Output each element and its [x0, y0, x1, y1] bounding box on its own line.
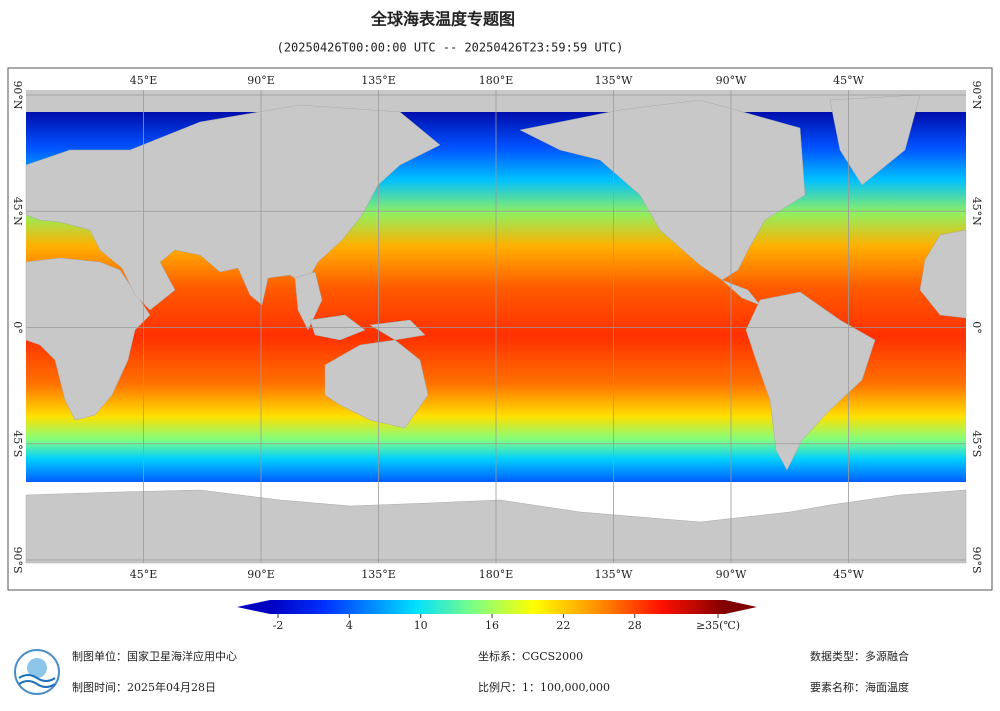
colorbar-bar — [270, 600, 725, 614]
lon-label: 45°E — [130, 74, 158, 87]
subtitle: (20250426T00:00:00 UTC -- 20250426T23:59… — [277, 41, 624, 55]
lon-label: 135°W — [595, 74, 633, 87]
graticule — [26, 90, 966, 563]
lat-label: 45°N — [970, 197, 983, 226]
lon-label: 45°W — [833, 568, 864, 581]
lon-label: 135°E — [361, 568, 396, 581]
lat-label: 90°S — [970, 546, 983, 573]
colorbar-under — [237, 600, 270, 614]
lon-label: 45°E — [130, 568, 158, 581]
colorbar-tick-label: 10 — [414, 619, 428, 632]
land — [919, 229, 967, 319]
footer-crs: 坐标系：CGCS2000 — [478, 649, 583, 663]
lon-label: 180°E — [479, 74, 514, 87]
title: 全球海表温度专题图 — [370, 10, 515, 29]
lat-label: 45°S — [11, 430, 24, 457]
colorbar-tick-label: -2 — [273, 619, 284, 632]
lon-label: 45°W — [833, 74, 864, 87]
colorbar-tick-label: 4 — [346, 619, 353, 632]
map-frame — [7, 67, 993, 591]
colorbar-tick-label: 16 — [485, 619, 499, 632]
lon-label: 180°E — [479, 568, 514, 581]
lon-label: 90°W — [716, 568, 747, 581]
lat-label: 90°S — [11, 546, 24, 573]
lon-label: 90°E — [247, 74, 275, 87]
lon-label: 135°E — [361, 74, 396, 87]
land — [294, 271, 323, 331]
land — [25, 104, 441, 311]
lat-label: 45°S — [970, 430, 983, 457]
logo — [14, 649, 60, 695]
colorbar-tick-label: ≥35(℃) — [696, 619, 740, 632]
footer-element: 要素名称：海面温度 — [810, 680, 909, 694]
lon-label: 90°E — [247, 568, 275, 581]
land — [829, 94, 921, 186]
colorbar-over — [725, 600, 757, 614]
land — [324, 339, 429, 429]
colorbar-tick-label: 22 — [556, 619, 570, 632]
footer-scale: 比例尺：1：100,000,000 — [478, 680, 610, 694]
footer-data-type: 数据类型：多源融合 — [810, 649, 909, 663]
land — [25, 257, 151, 421]
lat-label: 90°N — [970, 80, 983, 109]
land — [369, 319, 426, 341]
axis-labels: 45°E 45°E 90°E 90°E 135°E 135°E 180°E 180°E 135°… — [11, 74, 983, 581]
footer-date: 制图时间：2025年04月28日 — [72, 680, 216, 694]
lat-label: 90°N — [11, 80, 24, 109]
lon-label: 135°W — [595, 568, 633, 581]
lon-label: 90°W — [716, 74, 747, 87]
colorbar-tick-label: 28 — [628, 619, 642, 632]
land — [745, 291, 876, 471]
lat-label: 0° — [11, 321, 24, 334]
colorbar-ticks: -2 4 10 16 22 28 ≥35(℃) — [273, 614, 740, 632]
lat-label: 0° — [970, 321, 983, 334]
colorbar: -2 4 10 16 22 28 ≥35(℃) — [237, 600, 757, 632]
footer-unit: 制图单位：国家卫星海洋应用中心 — [72, 649, 237, 663]
lat-label: 45°N — [11, 197, 24, 226]
map — [25, 90, 967, 564]
